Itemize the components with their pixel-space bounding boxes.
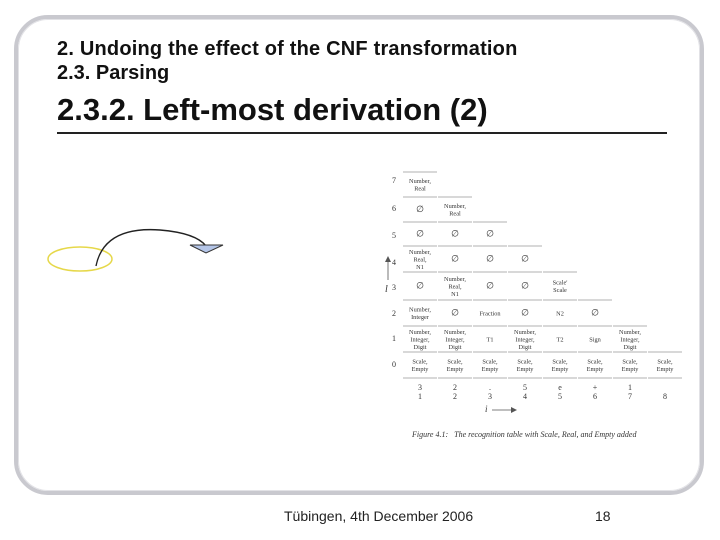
table-cell-r0c3: Scale, Empty xyxy=(482,359,500,374)
table-cell-r5c2: ∅ xyxy=(451,228,459,238)
table-cell-r3c4: ∅ xyxy=(521,280,529,290)
table-cell-r5c3: ∅ xyxy=(486,228,494,238)
row-number-1: 1 xyxy=(392,334,396,343)
token-6: + xyxy=(593,383,598,392)
table-cell-r3c2: Number, Real, N1 xyxy=(444,276,466,298)
table-cell-r4c1: Number, Real, N1 xyxy=(409,249,431,271)
arrow-head-triangle xyxy=(189,244,224,254)
row-number-5: 5 xyxy=(392,231,396,240)
axis-l-arrowhead xyxy=(385,256,391,262)
position-2: 2 xyxy=(453,392,457,401)
row-number-6: 6 xyxy=(392,204,396,213)
table-cell-r2c2: ∅ xyxy=(451,307,459,317)
table-cell-r0c6: Scale, Empty xyxy=(587,359,605,374)
row-number-2: 2 xyxy=(392,309,396,318)
token-5: e xyxy=(558,383,562,392)
figure-caption: Figure 4.1: The recognition table with S… xyxy=(411,430,637,439)
table-cell-r1c6: Sign xyxy=(589,336,601,343)
axis-label-l: l xyxy=(385,284,388,295)
table-cell-r0c7: Scale, Empty xyxy=(622,359,640,374)
supertitle-line-2: 2.3. Parsing xyxy=(57,62,170,84)
table-cell-r0c1: Scale, Empty xyxy=(412,359,430,374)
token-2: 2 xyxy=(453,383,457,392)
table-cell-r5c1: ∅ xyxy=(416,228,424,238)
table-cell-r2c4: ∅ xyxy=(521,307,529,317)
table-cell-r2c6: ∅ xyxy=(591,307,599,317)
table-cell-r3c1: ∅ xyxy=(416,280,424,290)
curved-arrow xyxy=(95,228,207,267)
table-cell-r0c2: Scale, Empty xyxy=(447,359,465,374)
table-cell-r3c3: ∅ xyxy=(486,280,494,290)
position-6: 6 xyxy=(593,392,597,401)
table-cell-r4c2: ∅ xyxy=(451,253,459,263)
table-cell-r2c3: Fraction xyxy=(480,310,502,317)
supertitle-line-1: 2. Undoing the effect of the CNF transfo… xyxy=(57,38,518,60)
table-cell-r0c5: Scale, Empty xyxy=(552,359,570,374)
table-cell-r1c3: T1 xyxy=(487,336,494,343)
table-cell-r2c1: Number, Integer xyxy=(409,307,431,322)
table-cell-r0c4: Scale, Empty xyxy=(517,359,535,374)
axis-i-arrowhead xyxy=(511,407,517,413)
figure-caption-label: Figure 4.1: xyxy=(411,430,448,439)
table-cell-r4c3: ∅ xyxy=(486,253,494,263)
table-cell-r1c5: T2 xyxy=(557,336,564,343)
table-cell-r6c1: ∅ xyxy=(416,204,424,214)
footer-location-date: Tübingen, 4th December 2006 xyxy=(284,508,474,524)
slide-frame xyxy=(14,15,704,495)
token-7: 1 xyxy=(628,383,632,392)
table-cell-r1c2: Number, Integer, Digit xyxy=(444,329,466,351)
table-cell-r3c5: Scale' Scale xyxy=(553,280,568,295)
table-cell-r7c1: Number, Real xyxy=(409,178,431,193)
table-cell-r0c8: Scale, Empty xyxy=(657,359,675,374)
table-cell-r1c4: Number, Integer, Digit xyxy=(514,329,536,351)
position-1: 1 xyxy=(418,392,422,401)
recognition-table: l i Figure 4.1: The recognition table wi… xyxy=(385,171,682,439)
table-cell-r1c7: Number, Integer, Digit xyxy=(619,329,641,351)
row-number-3: 3 xyxy=(392,283,396,292)
row-number-0: 0 xyxy=(392,360,396,369)
axis-label-i: i xyxy=(485,404,488,414)
position-3: 3 xyxy=(488,392,492,401)
token-1: 3 xyxy=(418,383,422,392)
figure-caption-text: The recognition table with Scale, Real, … xyxy=(454,430,637,439)
table-cell-r1c1: Number, Integer, Digit xyxy=(409,329,431,351)
position-7: 7 xyxy=(628,392,632,401)
position-5: 5 xyxy=(558,392,562,401)
table-cell-r6c2: Number, Real xyxy=(444,203,466,218)
token-3: . xyxy=(489,383,491,392)
token-4: 5 xyxy=(523,383,527,392)
position-4: 4 xyxy=(523,392,527,401)
position-8: 8 xyxy=(663,392,667,401)
title-underline xyxy=(57,132,667,134)
row-number-7: 7 xyxy=(392,176,396,185)
table-cell-r4c4: ∅ xyxy=(521,253,529,263)
row-number-4: 4 xyxy=(392,258,396,267)
footer-page-number: 18 xyxy=(595,508,611,524)
slide-frame-inner xyxy=(18,19,700,491)
table-cell-r2c5: N2 xyxy=(556,310,564,317)
highlight-ellipse xyxy=(47,246,113,272)
slide-title: 2.3.2. Left-most derivation (2) xyxy=(57,92,488,127)
